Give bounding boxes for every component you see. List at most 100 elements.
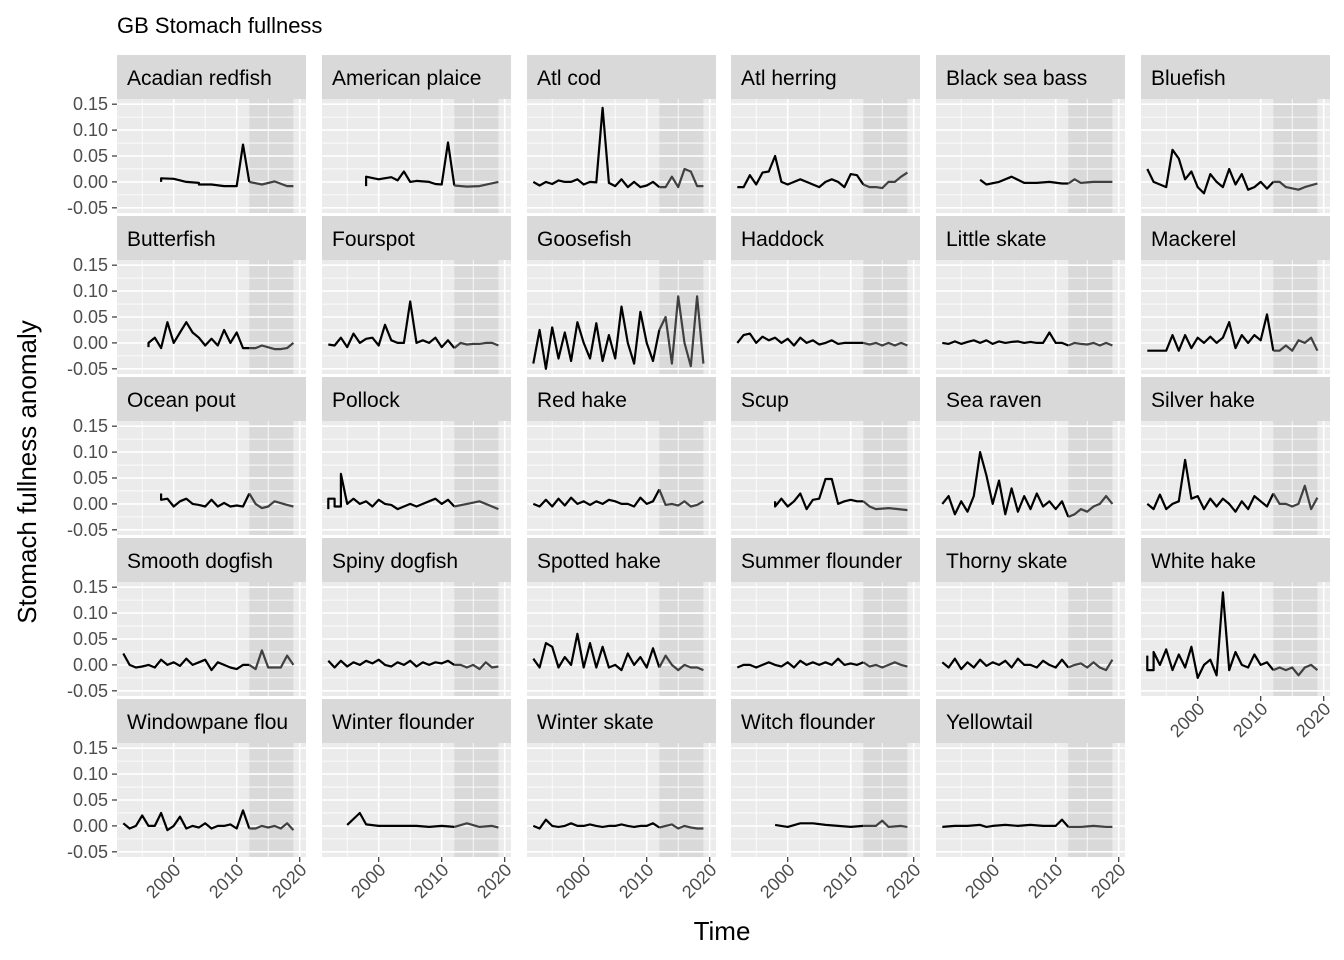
series-line-recent bbox=[863, 341, 908, 347]
series-line-recent bbox=[1067, 659, 1114, 672]
y-tick-label: -0.05 bbox=[67, 842, 108, 862]
facet-strip bbox=[936, 55, 1125, 99]
series-line bbox=[327, 472, 456, 511]
facet-panel: Winter flounder 2000 2010 2020 bbox=[322, 699, 516, 902]
series-line-recent bbox=[1067, 178, 1113, 185]
x-axis-label: Time bbox=[694, 916, 751, 946]
facet-strip-label: Atl cod bbox=[537, 67, 601, 90]
facet-strip-label: Winter flounder bbox=[332, 711, 474, 734]
facet-strip bbox=[117, 216, 306, 260]
facet-panel: American plaice bbox=[322, 55, 511, 213]
facet-strip bbox=[117, 377, 306, 421]
facet-strip-label: Yellowtail bbox=[946, 711, 1033, 734]
facet-strip bbox=[527, 699, 716, 743]
x-tick-label: 2020 bbox=[678, 860, 720, 902]
facet-strip bbox=[117, 55, 306, 99]
facet-panel: Sea raven bbox=[936, 377, 1125, 535]
series-line bbox=[365, 141, 456, 187]
y-tick-label: 0.05 bbox=[73, 146, 108, 166]
facet-strip bbox=[527, 538, 716, 582]
series-line bbox=[532, 818, 660, 830]
facet-strip bbox=[936, 538, 1125, 582]
series-line bbox=[328, 300, 456, 349]
series-line bbox=[774, 822, 864, 829]
facet-panel: Goosefish bbox=[527, 216, 716, 374]
series-line-recent bbox=[454, 180, 499, 188]
y-tick-label: 0.15 bbox=[73, 255, 108, 275]
x-tick-label: 2010 bbox=[819, 860, 861, 902]
facet-panel: Scup bbox=[731, 377, 920, 535]
x-tick-label: 2010 bbox=[410, 860, 452, 902]
series-line bbox=[1146, 591, 1275, 680]
facet-strip bbox=[322, 377, 511, 421]
x-tick-label: 2010 bbox=[615, 860, 657, 902]
y-tick-label: 0.00 bbox=[73, 333, 108, 353]
facet-panel: Pollock bbox=[322, 377, 511, 535]
series-line bbox=[979, 175, 1069, 186]
facet-strip bbox=[117, 538, 306, 582]
y-tick-label: 0.05 bbox=[73, 629, 108, 649]
series-line bbox=[942, 818, 1070, 829]
facet-panel: Ocean pout -0.05 0.00 0.05 0.10 0.15 bbox=[67, 377, 306, 540]
y-tick-label: 0.00 bbox=[73, 816, 108, 836]
series-line-recent bbox=[1067, 495, 1114, 518]
series-line-recent bbox=[454, 661, 499, 671]
facet-panel: Fourspot bbox=[322, 216, 511, 374]
facet-strip bbox=[1141, 538, 1330, 582]
y-tick-label: 0.05 bbox=[73, 790, 108, 810]
y-tick-label: 0.10 bbox=[73, 281, 108, 301]
x-tick-label: 2010 bbox=[205, 860, 247, 902]
facet-panel: White hake 2000 2010 2020 bbox=[1141, 538, 1335, 741]
y-tick-label: 0.10 bbox=[73, 442, 108, 462]
x-tick-label: 2010 bbox=[1229, 699, 1271, 741]
facet-strip-label: American plaice bbox=[332, 67, 481, 90]
facet-strip-label: Silver hake bbox=[1151, 389, 1255, 412]
y-tick-label: -0.05 bbox=[67, 681, 108, 701]
x-tick-label: 2020 bbox=[882, 860, 924, 902]
facet-strip bbox=[322, 216, 511, 260]
series-line-recent bbox=[1273, 180, 1318, 191]
facet-strip bbox=[322, 55, 511, 99]
facet-strip-label: Acadian redfish bbox=[127, 67, 272, 90]
facet-strip-label: Butterfish bbox=[127, 228, 216, 251]
series-line-recent bbox=[659, 823, 704, 830]
facet-strip bbox=[322, 699, 511, 743]
facet-panel: Haddock bbox=[731, 216, 920, 374]
y-axis-label: Stomach fullness anomaly bbox=[12, 320, 42, 623]
y-tick-label: -0.05 bbox=[67, 198, 108, 218]
x-tick-label: 2010 bbox=[1024, 860, 1066, 902]
series-line-recent bbox=[1068, 824, 1113, 829]
facet-panel: Windowpane flou -0.05 0.00 0.05 0.10 0.15 2000… bbox=[67, 699, 311, 902]
x-tick-label: 2000 bbox=[756, 860, 798, 902]
series-line-recent bbox=[659, 167, 704, 189]
facet-strip bbox=[527, 377, 716, 421]
y-tick-label: 0.15 bbox=[73, 738, 108, 758]
y-tick-label: 0.00 bbox=[73, 494, 108, 514]
series-line bbox=[532, 488, 661, 508]
series-line bbox=[346, 811, 455, 829]
y-tick-label: 0.15 bbox=[73, 577, 108, 597]
series-line-recent bbox=[863, 819, 908, 829]
facet-strip-label: Thorny skate bbox=[946, 550, 1067, 573]
facet-strip bbox=[117, 699, 306, 743]
y-tick-label: 0.10 bbox=[73, 764, 108, 784]
y-tick-label: 0.15 bbox=[73, 416, 108, 436]
facet-strip bbox=[936, 216, 1125, 260]
facet-strip-label: Summer flounder bbox=[741, 550, 902, 573]
facet-strip-label: Pollock bbox=[332, 389, 400, 412]
x-tick-label: 2020 bbox=[1087, 860, 1129, 902]
facet-strip-label: Smooth dogfish bbox=[127, 550, 273, 573]
facet-strip-label: Scup bbox=[741, 389, 789, 412]
y-tick-label: 0.15 bbox=[73, 94, 108, 114]
facet-strip-label: Red hake bbox=[537, 389, 627, 412]
facet-strip-label: Winter skate bbox=[537, 711, 654, 734]
facet-panel: Atl cod bbox=[527, 55, 716, 213]
y-tick-label: 0.10 bbox=[73, 120, 108, 140]
series-line-recent bbox=[248, 492, 294, 510]
facet-strip bbox=[322, 538, 511, 582]
y-tick-label: -0.05 bbox=[67, 520, 108, 540]
series-line-recent bbox=[248, 649, 295, 671]
facet-panel: Thorny skate bbox=[936, 538, 1125, 696]
series-line-recent bbox=[1273, 336, 1319, 352]
facet-strip bbox=[731, 538, 920, 582]
